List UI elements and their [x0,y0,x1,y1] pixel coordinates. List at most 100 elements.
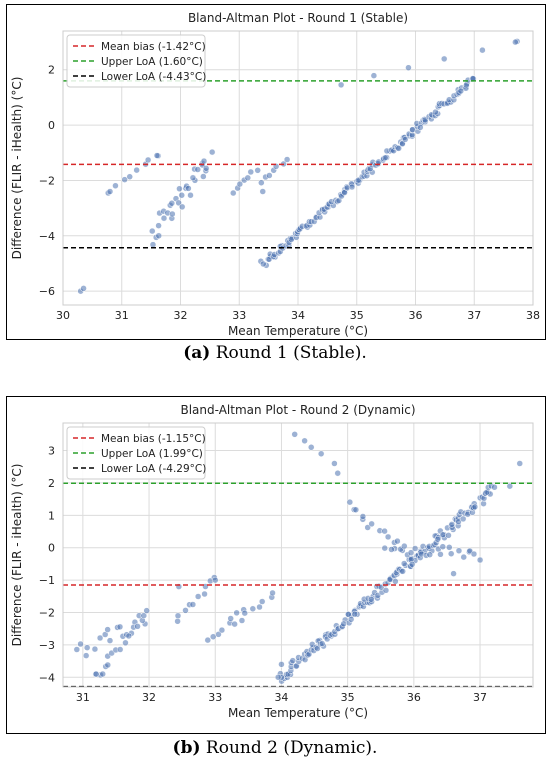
y-tick-label: −4 [39,230,55,243]
x-tick-label: 37 [467,309,481,322]
data-point [249,605,257,613]
data-point [247,168,255,176]
data-point [460,553,467,561]
x-tick-label: 34 [274,691,288,704]
chart-panel-round1: 30 31 32 33 34 35 36 37 38 −6 −4 −2 0 2 Bland-Altman P… [6,4,546,340]
data-point [368,520,375,528]
data-point [381,154,389,162]
data-point [283,156,291,163]
data-point [289,657,297,664]
data-point [400,560,408,567]
y-tick-label: 2 [48,64,55,77]
data-point [337,81,345,89]
legend-label: Lower LoA (-4.29°C) [101,463,206,475]
data-point [233,609,240,617]
data-point [125,632,133,640]
x-tick-label: 34 [291,309,305,322]
bland-altman-chart-round2: 31 32 33 34 35 36 37 −4 −3 −2 −1 0 1 2 3 Bland-Altman P… [10,403,534,720]
data-point [122,639,129,647]
data-point [194,166,202,173]
data-point [405,64,412,71]
x-tick-label: 33 [208,691,222,704]
data-point [307,444,315,451]
x-tick-label: 32 [142,691,156,704]
data-point [401,542,408,550]
data-point [168,200,176,207]
legend-label: Upper LoA (1.99°C) [101,448,203,460]
data-point [218,626,226,634]
data-point [178,191,185,199]
data-point [450,570,457,577]
y-tick-label: −1 [39,574,55,587]
caption-round1: (a) Round 1 (Stable). [0,343,550,363]
data-point [291,431,298,438]
data-point [227,615,234,622]
data-point [174,612,182,620]
data-point [176,185,183,192]
data-point [439,543,447,550]
data-point [381,527,388,535]
data-point [314,645,321,652]
plot-frame [62,422,534,688]
x-tick-label: 37 [473,691,487,704]
data-point [411,545,419,552]
data-point [73,646,81,653]
data-point [256,603,263,611]
data-point [345,611,352,618]
x-axis-label: Mean Temperature (°C) [228,324,368,338]
data-point [480,500,487,507]
data-point [359,513,367,520]
data-point [457,87,465,95]
data-point [200,157,208,165]
x-tick-label: 38 [526,309,540,322]
data-point [479,46,486,54]
data-point [426,551,433,558]
legend-label: Mean bias (-1.42°C) [101,41,206,53]
data-point [401,136,409,143]
y-tick-label: 0 [48,542,55,555]
data-point [185,185,192,192]
legend-box [66,34,206,88]
y-tick-label: 0 [48,119,55,132]
data-point [143,607,150,614]
data-point [340,620,347,628]
caption-text: Round 2 (Dynamic). [200,738,378,758]
data-point [149,241,157,248]
caption-label: (a) [183,343,211,363]
data-point [153,152,161,159]
data-point [209,633,217,640]
data-point [269,589,276,597]
data-point [318,640,326,647]
data-point [116,623,124,631]
data-point [417,124,424,131]
data-point [112,182,119,189]
data-point [370,72,378,79]
y-tick-label: 1 [48,509,55,522]
data-point [440,55,448,63]
data-point [121,176,128,183]
data-point [439,531,447,539]
y-axis-label: Difference (FLIR - iHealth) (°C) [10,77,24,260]
data-point [254,167,261,174]
y-tick-label: −6 [39,285,55,298]
data-point [140,612,148,619]
data-point [388,546,395,553]
data-point [155,222,162,229]
data-point [381,544,389,552]
data-point [134,623,141,630]
data-point [274,674,282,681]
data-point [512,38,519,46]
data-point [407,549,415,556]
data-point [348,183,356,191]
data-point [346,498,354,506]
data-point [471,503,479,511]
caption-text: Round 1 (Stable). [210,343,367,363]
data-point [187,191,194,199]
data-point [96,634,104,642]
data-point [155,232,163,240]
y-axis-label: Difference (FLIR - iHealth) (°C) [10,464,24,647]
y-tick-label: −2 [39,606,55,619]
data-point [99,670,106,678]
data-point [230,189,237,197]
data-point [236,180,244,188]
